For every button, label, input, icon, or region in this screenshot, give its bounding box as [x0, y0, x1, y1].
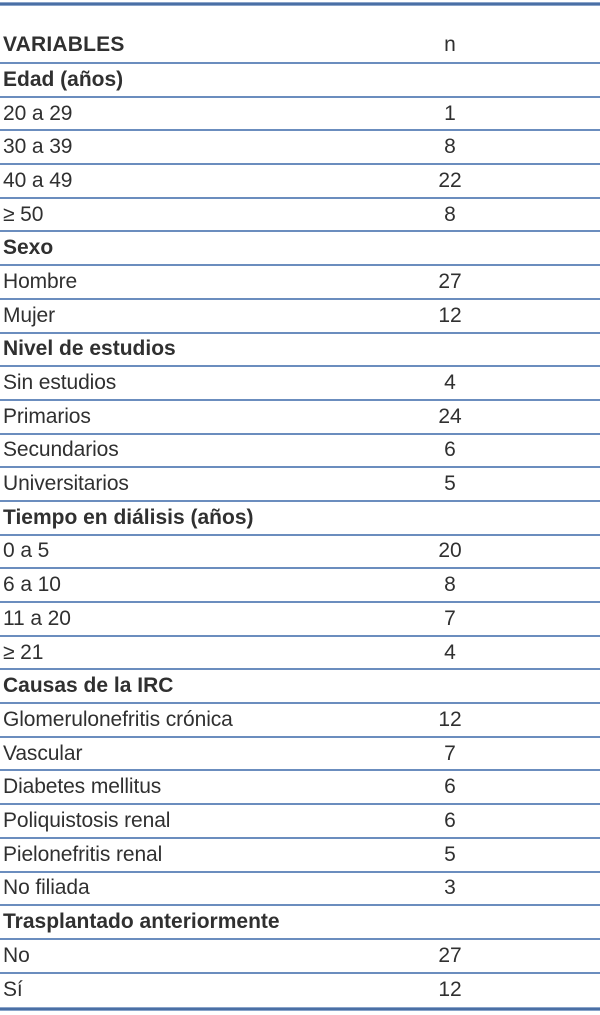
row-label: 6 a 10 [3, 573, 61, 597]
table-row: 40 a 49 22 [0, 165, 600, 199]
table-section-row: Edad (años) [0, 64, 600, 98]
row-label: Sin estudios [3, 371, 117, 395]
table-header-row: VARIABLES n [0, 6, 600, 64]
table-row: No filiada 3 [0, 873, 600, 907]
row-label: ≥ 21 [3, 640, 44, 664]
row-value: 12 [438, 303, 462, 327]
table-row: Poliquistosis renal 6 [0, 805, 600, 839]
row-label: 20 a 29 [3, 101, 73, 125]
table-section-row: Causas de la IRC [0, 670, 600, 705]
table-row: 0 a 5 20 [0, 536, 600, 570]
row-value: 22 [438, 168, 462, 192]
row-label: 30 a 39 [3, 135, 73, 159]
column-header-n: n [444, 33, 456, 56]
table-row: Secundarios 6 [0, 435, 600, 469]
table-bottom-rule [0, 1007, 600, 1012]
table-row: 30 a 39 8 [0, 131, 600, 166]
column-header-variables: VARIABLES [3, 33, 125, 56]
table-section-row: Nivel de estudios [0, 334, 600, 368]
row-label: No [3, 943, 30, 967]
table-row: Sin estudios 4 [0, 367, 600, 401]
table-row: Pielonefritis renal 5 [0, 839, 600, 873]
section-header-label: Causas de la IRC [3, 674, 174, 698]
row-value: 6 [444, 438, 456, 462]
row-value: 5 [444, 842, 456, 866]
row-label: Vascular [3, 741, 83, 765]
section-header-label: Nivel de estudios [3, 337, 176, 361]
row-value: 7 [444, 606, 456, 630]
table-row: Primarios 24 [0, 401, 600, 435]
row-label: Sí [3, 978, 23, 1002]
row-value: 6 [444, 775, 456, 799]
table-body: Edad (años) 20 a 29 1 30 a 39 8 40 a 49 22 ≥ 50… [0, 64, 600, 1007]
section-header-label: Tiempo en diálisis (años) [3, 505, 254, 529]
row-label: 0 a 5 [3, 539, 50, 563]
table-row: Mujer 12 [0, 300, 600, 334]
table-row: Diabetes mellitus 6 [0, 771, 600, 806]
row-value: 8 [444, 573, 456, 597]
table-top-rule [0, 2, 600, 6]
table-section-row: Sexo [0, 232, 600, 267]
row-value: 7 [444, 741, 456, 765]
section-header-label: Sexo [3, 236, 54, 260]
table-row: Universitarios 5 [0, 468, 600, 502]
table-row: Vascular 7 [0, 738, 600, 772]
row-label: Primarios [3, 404, 91, 428]
section-header-label: Trasplantado anteriormente [3, 910, 280, 934]
row-value: 6 [444, 808, 456, 832]
table-row: 6 a 10 8 [0, 569, 600, 603]
row-label: Diabetes mellitus [3, 775, 162, 799]
table-section-row: Trasplantado anteriormente [0, 906, 600, 940]
row-label: 11 a 20 [3, 606, 71, 630]
row-label: Glomerulonefritis crónica [3, 707, 233, 731]
row-label: 40 a 49 [3, 168, 73, 192]
table-row: Glomerulonefritis crónica 12 [0, 704, 600, 738]
table-row: 20 a 29 1 [0, 98, 600, 132]
row-label: Secundarios [3, 438, 119, 462]
row-label: Universitarios [3, 472, 129, 496]
row-value: 27 [438, 943, 462, 967]
table-row: Sí 12 [0, 974, 600, 1008]
row-value: 12 [438, 978, 462, 1002]
row-value: 12 [438, 707, 462, 731]
table-row: Hombre 27 [0, 266, 600, 300]
row-value: 27 [438, 269, 462, 293]
row-value: 4 [444, 640, 456, 664]
table-row: ≥ 50 8 [0, 199, 600, 233]
row-value: 8 [444, 135, 456, 159]
row-value: 4 [444, 371, 456, 395]
row-label: Pielonefritis renal [3, 842, 163, 866]
row-value: 1 [444, 101, 456, 125]
table-row: 11 a 20 7 [0, 603, 600, 637]
row-value: 5 [444, 472, 456, 496]
table-row: ≥ 21 4 [0, 637, 600, 671]
row-label: Mujer [3, 303, 56, 327]
table-section-row: Tiempo en diálisis (años) [0, 502, 600, 536]
row-value: 3 [444, 876, 456, 900]
section-header-label: Edad (años) [3, 67, 124, 91]
row-label: Hombre [3, 269, 78, 293]
table-row: No 27 [0, 940, 600, 974]
row-value: 20 [438, 539, 462, 563]
row-label: ≥ 50 [3, 202, 44, 226]
row-value: 24 [438, 404, 462, 428]
row-label: No filiada [3, 876, 90, 900]
row-label: Poliquistosis renal [3, 808, 171, 832]
row-value: 8 [444, 202, 456, 226]
